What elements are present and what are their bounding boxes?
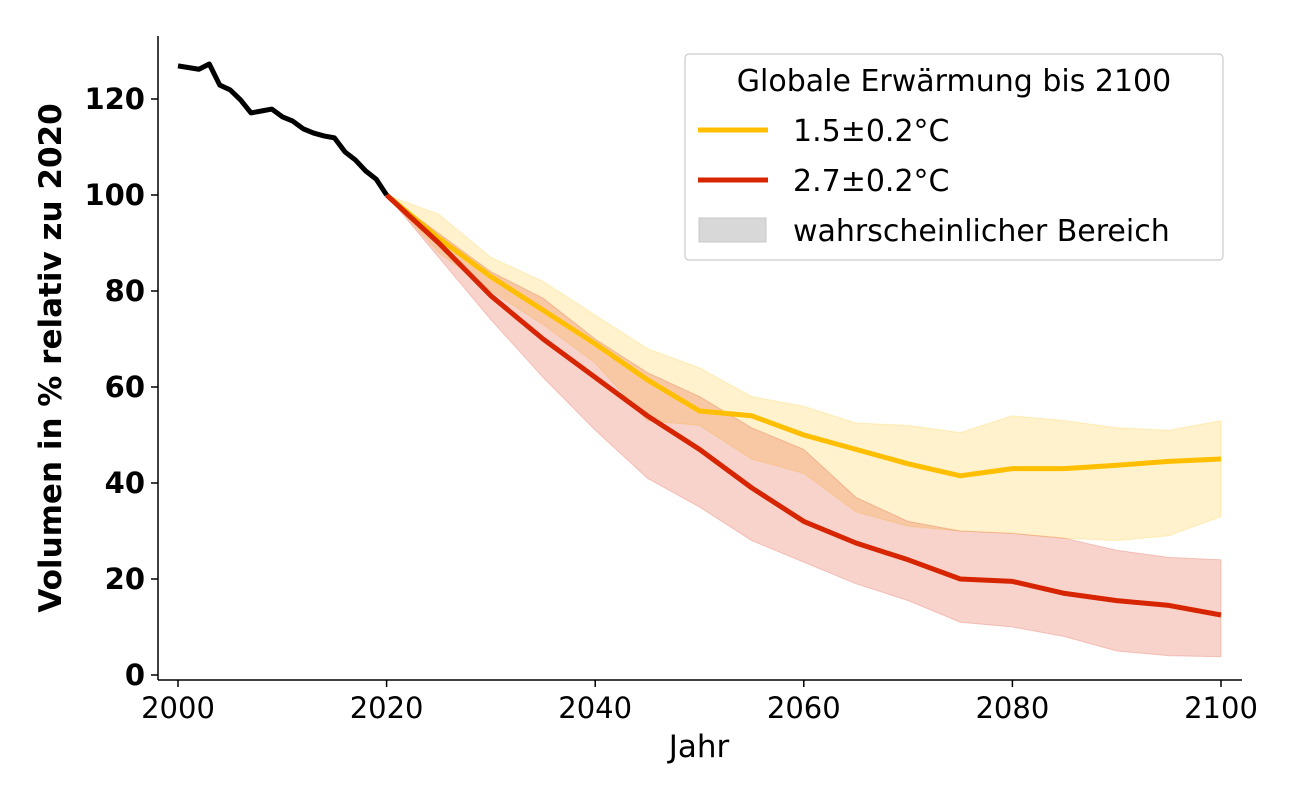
legend: Globale Erwärmung bis 2100 1.5±0.2°C 2.7…	[684, 53, 1224, 261]
band-1.5±0.2°C	[386, 194, 1222, 542]
series-line-2.7±0.2°C	[384, 193, 1222, 618]
historical-line	[177, 61, 389, 197]
series-lines	[177, 61, 1222, 618]
legend-box	[684, 53, 1224, 261]
y-tick-label: 120	[84, 82, 145, 116]
x-tick-label: 2020	[350, 691, 424, 725]
y-axis-label: Volumen in % relativ zu 2020	[33, 103, 69, 612]
y-tick-label: 60	[105, 370, 145, 404]
y-ticks: 0 20 40 60 80 100 120	[84, 82, 158, 692]
x-ticks: 2000 2020 2040 2060 2080 2100	[141, 680, 1258, 725]
x-tick-label: 2000	[141, 691, 215, 725]
legend-label-1-5: 1.5±0.2°C	[793, 114, 950, 149]
legend-title: Globale Erwärmung bis 2100	[737, 64, 1171, 99]
x-axis-label: Jahr	[667, 729, 730, 765]
legend-label-2-7: 2.7±0.2°C	[793, 164, 950, 199]
y-tick-label: 40	[105, 466, 145, 500]
x-tick-label: 2040	[558, 691, 632, 725]
y-tick-label: 0	[125, 658, 145, 692]
x-tick-label: 2100	[1184, 691, 1258, 725]
series-line-1.5±0.2°C	[385, 193, 1222, 479]
band-2.7±0.2°C	[386, 194, 1222, 658]
legend-swatch-range	[698, 217, 767, 243]
legend-label-range: wahrscheinlicher Bereich	[793, 214, 1170, 249]
x-tick-label: 2080	[975, 691, 1049, 725]
y-tick-label: 20	[105, 562, 145, 596]
y-tick-label: 100	[84, 178, 145, 212]
x-tick-label: 2060	[767, 691, 841, 725]
y-tick-label: 80	[105, 274, 145, 308]
uncertainty-bands	[386, 194, 1222, 658]
